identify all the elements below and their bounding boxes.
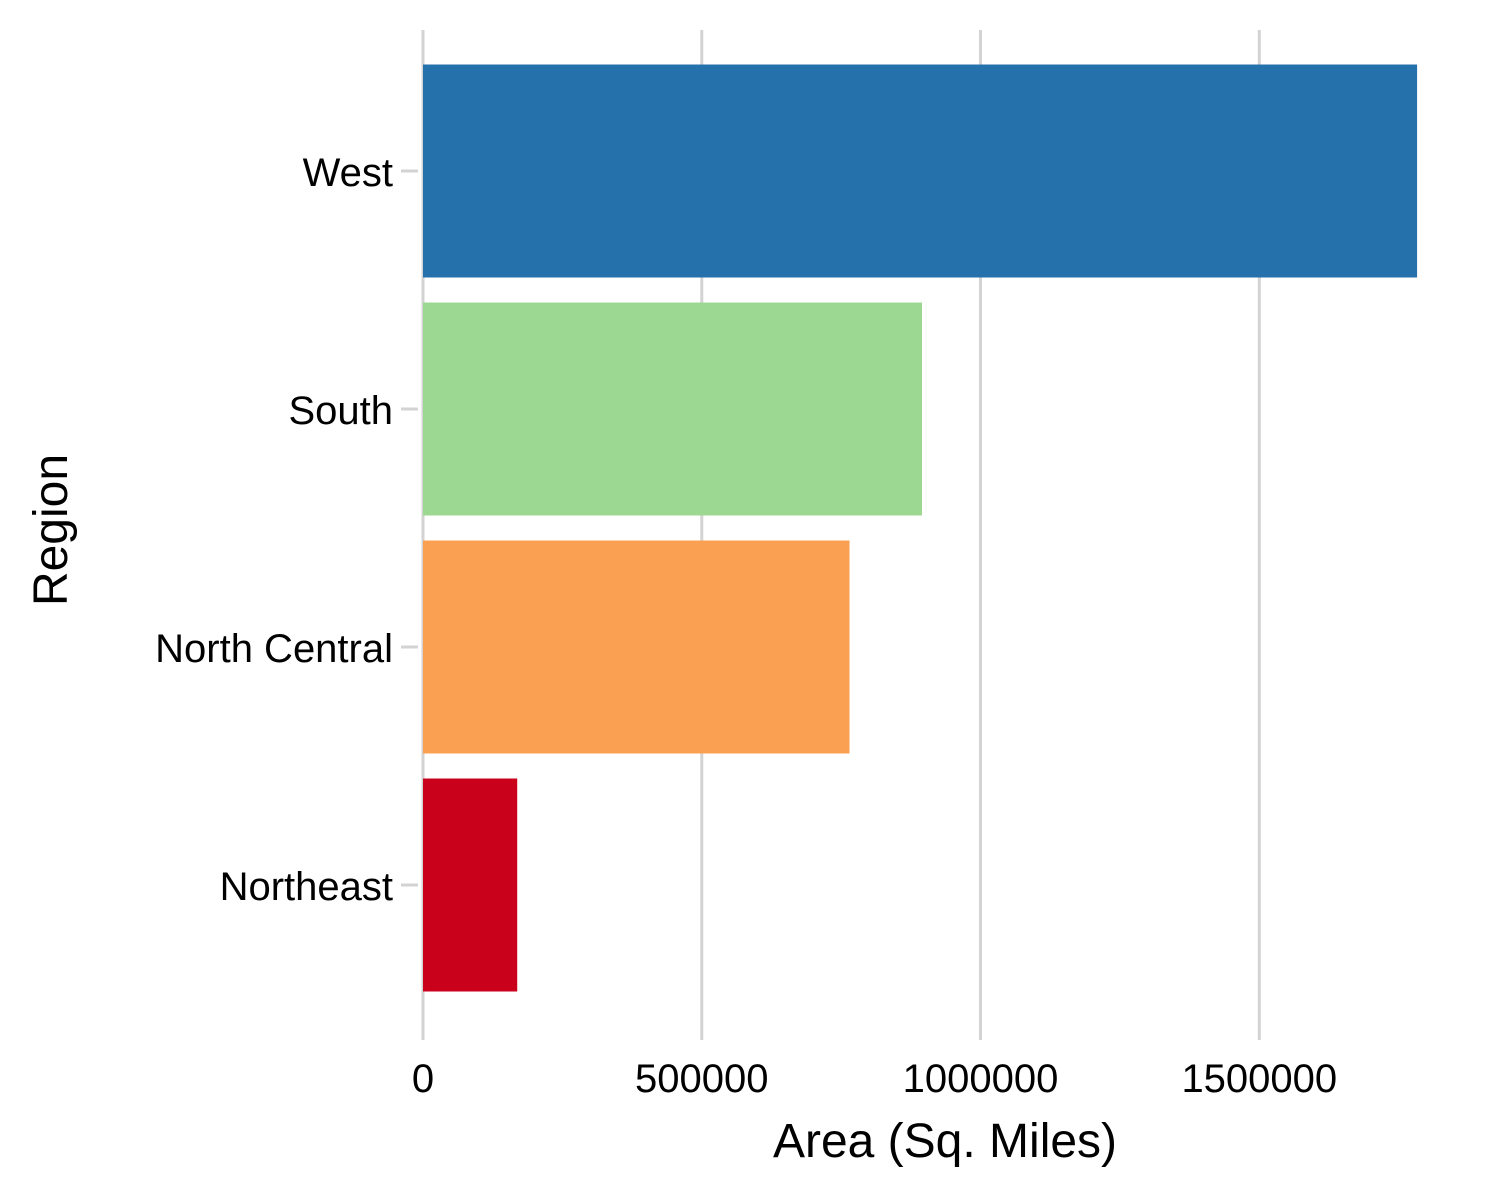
bars [423,64,1418,992]
x-tick-label: 0 [412,1057,434,1101]
x-tick-label: 1500000 [1181,1057,1337,1101]
y-tick-labels: West South North Central Northeast [155,151,393,909]
x-axis-title: Area (Sq. Miles) [773,1115,1117,1168]
bar-west [423,64,1418,278]
y-axis-title: Region [25,454,78,606]
bar-north-central [423,540,850,754]
x-tick-label: 500000 [635,1057,768,1101]
y-tick-label: North Central [155,627,393,671]
x-tick-labels: 0 500000 1000000 1500000 [412,1057,1337,1101]
y-tick-label: West [303,151,393,195]
y-tick-label: South [288,389,393,433]
y-tick-label: Northeast [220,865,393,909]
bar-northeast [423,778,518,992]
bar-south [423,302,922,516]
x-tick-label: 1000000 [903,1057,1059,1101]
y-tick-marks [401,169,418,887]
